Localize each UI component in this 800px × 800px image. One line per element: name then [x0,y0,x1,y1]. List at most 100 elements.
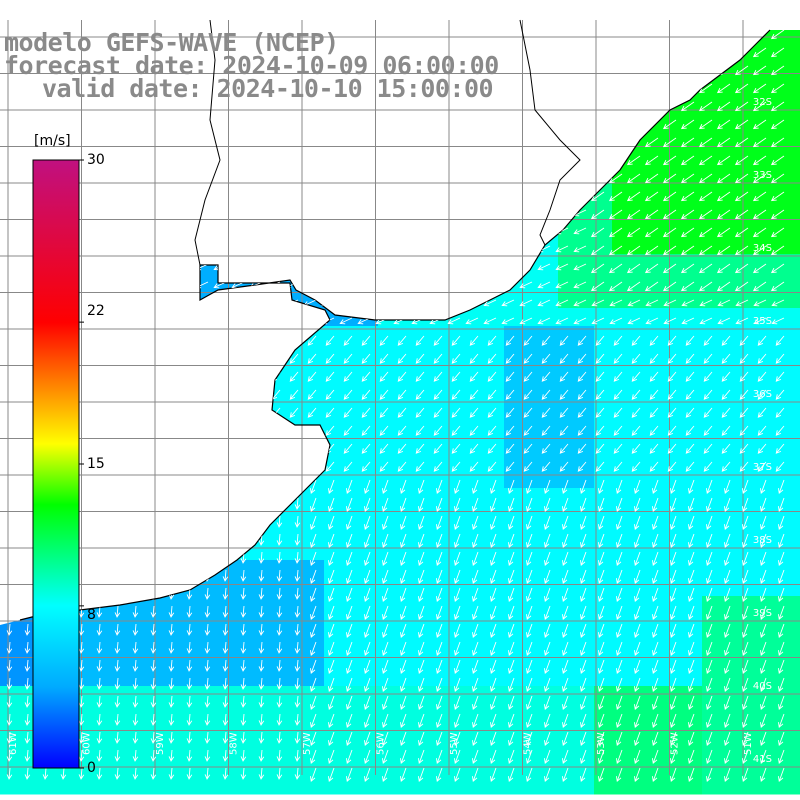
wind-arrow [616,677,623,693]
wind-cell [342,704,361,723]
wind-arrow [742,659,749,675]
wind-cell [558,668,577,687]
wind-cell [486,578,505,597]
wind-arrow [757,371,767,382]
wind-cell [306,398,325,417]
wind-cell [360,668,379,687]
wind-cell [702,632,721,651]
wind-arrow [631,389,641,400]
wind-cell [684,200,703,219]
wind-cell [414,650,433,669]
wind-arrow [523,389,533,400]
wind-cell [540,722,559,741]
wind-cell [774,92,793,111]
wind-cell [396,398,415,417]
wind-cell [486,524,505,543]
wind-cell [504,686,523,705]
wind-arrow [760,533,767,549]
wind-cell [792,722,800,741]
wind-arrow [150,767,157,780]
wind-arrow [670,767,677,783]
wind-cell [432,614,451,633]
wind-cell [468,542,487,561]
wind-cell [774,362,793,381]
wind-arrow [240,659,247,672]
wind-cell [432,596,451,615]
wind-cell [576,290,595,309]
wind-arrow [645,299,659,307]
wind-arrow [580,515,587,531]
wind-arrow [544,515,551,531]
wind-arrow [662,155,677,166]
wind-arrow [382,677,389,693]
wind-cell [162,596,181,615]
wind-cell [792,110,800,129]
wind-cell [504,326,523,345]
wind-arrow [580,497,587,513]
wind-cell [576,524,595,543]
wind-cell [522,650,541,669]
wind-cell [612,596,631,615]
wind-arrow [716,281,731,292]
wind-arrow [631,353,641,364]
wind-arrow [276,767,283,780]
wind-cell [756,56,775,75]
wind-cell [126,650,145,669]
wind-cell [90,668,109,687]
wind-arrow [328,551,335,567]
wind-arrow [595,335,605,346]
wind-cell [324,344,343,363]
wind-arrow [541,407,551,418]
wind-cell [558,506,577,525]
wind-cell [324,560,343,579]
wind-arrow [703,425,713,436]
wind-cell [612,254,631,273]
wind-cell [486,308,505,327]
wind-arrow [222,731,229,744]
wind-arrow [222,641,229,654]
wind-cell [396,542,415,561]
wind-arrow [400,587,407,603]
wind-cell [648,164,667,183]
wind-arrow [760,569,767,585]
wind-cell [450,326,469,345]
wind-cell [270,740,289,759]
wind-cell [360,326,379,345]
wind-arrow [634,515,641,531]
wind-arrow [627,317,641,325]
wind-cell [486,668,505,687]
wind-arrow [433,407,443,418]
wind-arrow [706,731,713,747]
wind-cell [756,308,775,327]
wind-arrow [541,425,551,436]
wind-cell [756,128,775,147]
wind-arrow [418,569,425,585]
wind-arrow [590,263,605,274]
wind-arrow [24,713,31,726]
wind-arrow [667,461,677,472]
wind-cell [18,740,37,759]
wind-arrow [526,569,533,585]
wind-arrow [508,677,515,693]
wind-arrow [590,209,605,220]
wind-arrow [526,479,533,495]
wind-arrow [724,587,731,603]
wind-cell [342,542,361,561]
wind-arrow [739,407,749,418]
wind-cell [594,650,613,669]
wind-arrow [667,425,677,436]
wind-arrow [559,335,569,346]
wind-cell [558,254,577,273]
wind-arrow [544,695,551,711]
wind-cell [252,776,271,795]
wind-arrow [580,641,587,657]
wind-cell [666,578,685,597]
wind-arrow [544,497,551,513]
wind-arrow [667,407,677,418]
wind-arrow [469,425,479,436]
wind-cell [342,506,361,525]
wind-arrow [670,677,677,693]
wind-arrow [608,173,623,184]
wind-arrow [204,695,211,708]
wind-cell [324,380,343,399]
